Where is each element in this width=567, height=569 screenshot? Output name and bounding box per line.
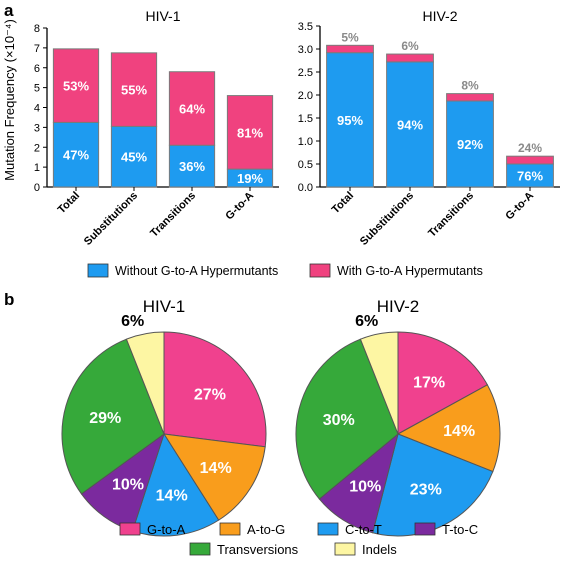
hiv1-data-label-without: 36% bbox=[179, 159, 205, 174]
hiv2-pie-title: HIV-2 bbox=[377, 297, 420, 316]
legend-b-label: G-to-A bbox=[147, 522, 186, 537]
y-axis-label-hiv1: Mutation Frequency (×10⁻⁴) bbox=[2, 19, 17, 181]
hiv2-data-label-without: 76% bbox=[517, 169, 543, 184]
hiv2-pie-slice-transversions bbox=[295, 338, 399, 500]
hiv1-ytick-label: 2 bbox=[34, 142, 40, 154]
hiv2-xtick-label: Total bbox=[330, 190, 356, 216]
hiv2-pie-slice-label: 14% bbox=[443, 423, 475, 440]
hiv2-ytick-label: 1.5 bbox=[298, 113, 313, 125]
hiv2-ytick-label: 3.0 bbox=[298, 44, 313, 56]
hiv1-data-label-with: 55% bbox=[121, 83, 147, 98]
hiv2-pie-slice-a-to-g bbox=[396, 384, 501, 473]
hiv2-pie-slice-c-to-t bbox=[372, 433, 494, 537]
hiv2-ytick-label: 0.0 bbox=[298, 182, 313, 194]
hiv2-bar-with bbox=[326, 44, 374, 54]
hiv2-data-label-with: 5% bbox=[341, 30, 359, 44]
hiv2-data-label-without: 94% bbox=[397, 117, 423, 132]
hiv2-bar-without bbox=[326, 52, 374, 188]
hiv2-bar-with bbox=[506, 155, 554, 165]
legend-b-swatch bbox=[334, 542, 356, 556]
hiv1-bar-without bbox=[52, 121, 100, 188]
hiv1-data-label-without: 45% bbox=[121, 150, 147, 165]
hiv1-bar-without bbox=[168, 144, 216, 188]
legend-b-label: Indels bbox=[362, 542, 397, 557]
legend-a-swatch bbox=[87, 263, 109, 278]
hiv1-xtick-label: Total bbox=[56, 190, 82, 216]
hiv1-pie-slice-label: 14% bbox=[156, 488, 188, 505]
hiv2-pie-slice-label: 10% bbox=[349, 479, 381, 496]
hiv1-ytick-label: 1 bbox=[34, 162, 40, 174]
panel-label-a: a bbox=[4, 1, 14, 20]
hiv2-ytick-label: 2.5 bbox=[298, 67, 313, 79]
hiv1-pie-title: HIV-1 bbox=[143, 297, 186, 316]
hiv1-pie-slice-label: 10% bbox=[112, 477, 144, 494]
hiv2-ytick-label: 2.0 bbox=[298, 90, 313, 102]
panel-label-b: b bbox=[4, 290, 14, 309]
hiv1-xtick-label: Transitions bbox=[148, 190, 198, 240]
legend-a-swatch bbox=[309, 263, 331, 278]
legend-b-swatch bbox=[189, 542, 211, 556]
hiv2-data-label-without: 92% bbox=[457, 137, 483, 152]
hiv2-data-label-with: 24% bbox=[518, 141, 542, 155]
hiv1-pie-slice-label: 27% bbox=[194, 387, 226, 404]
hiv1-title: HIV-1 bbox=[145, 8, 180, 24]
hiv2-pie-slice-label: 17% bbox=[413, 374, 445, 391]
hiv2-bar-with bbox=[446, 93, 494, 102]
hiv1-pie-slice-a-to-g bbox=[163, 433, 266, 521]
hiv1-bar-with bbox=[52, 48, 100, 123]
hiv2-ytick-label: 3.5 bbox=[298, 21, 313, 33]
hiv2-xtick-label: G-to-A bbox=[503, 190, 536, 223]
hiv2-ytick-label: 0.5 bbox=[298, 159, 313, 171]
hiv2-data-label-with: 8% bbox=[461, 79, 479, 93]
hiv2-data-label-without: 95% bbox=[337, 113, 363, 128]
hiv1-ytick-label: 5 bbox=[34, 83, 40, 95]
hiv1-ytick-label: 6 bbox=[34, 63, 40, 75]
hiv1-pie-slice-label: 14% bbox=[200, 460, 232, 477]
hiv2-xtick-label: Transitions bbox=[426, 190, 476, 240]
legend-b-swatch bbox=[219, 522, 241, 536]
hiv1-pie-slice-label: 6% bbox=[121, 313, 144, 330]
legend-b-label: A-to-G bbox=[247, 522, 285, 537]
hiv1-pie-slice-label: 29% bbox=[89, 410, 121, 427]
hiv2-xtick-label: Substitutions bbox=[358, 190, 416, 248]
hiv2-data-label-with: 6% bbox=[401, 39, 419, 53]
hiv1-xtick-label: G-to-A bbox=[223, 190, 256, 223]
hiv1-ytick-label: 0 bbox=[34, 182, 40, 194]
hiv1-pie-slice-indels bbox=[125, 331, 165, 435]
legend-b-label: C-to-T bbox=[345, 522, 382, 537]
legend-a-label: Without G-to-A Hypermutants bbox=[115, 264, 278, 278]
hiv1-ytick-label: 7 bbox=[34, 43, 40, 55]
hiv1-bar-with bbox=[226, 95, 274, 170]
hiv1-xtick-label: Substitutions bbox=[82, 190, 140, 248]
legend-b-swatch bbox=[414, 522, 436, 536]
hiv2-ytick-label: 1.0 bbox=[298, 136, 313, 148]
legend-b-label: Transversions bbox=[217, 542, 299, 557]
hiv1-data-label-with: 53% bbox=[63, 79, 89, 94]
hiv1-ytick-label: 4 bbox=[34, 103, 40, 115]
hiv1-data-label-without: 19% bbox=[237, 171, 263, 186]
legend-b-label: T-to-C bbox=[442, 522, 478, 537]
hiv1-ytick-label: 8 bbox=[34, 23, 40, 35]
hiv2-title: HIV-2 bbox=[422, 8, 457, 24]
legend-a-label: With G-to-A Hypermutants bbox=[337, 264, 483, 278]
legend-b-swatch bbox=[317, 522, 339, 536]
hiv1-data-label-with: 81% bbox=[237, 125, 263, 140]
hiv1-ytick-label: 3 bbox=[34, 122, 40, 134]
hiv2-pie-slice-label: 30% bbox=[323, 412, 355, 429]
hiv1-bar-with bbox=[110, 52, 158, 127]
hiv2-bar-with bbox=[386, 53, 434, 63]
hiv1-data-label-with: 64% bbox=[179, 101, 205, 116]
hiv2-pie-slice-g-to-a bbox=[397, 331, 489, 435]
hiv2-pie-slice-indels bbox=[359, 331, 399, 435]
legend-b-swatch bbox=[119, 522, 141, 536]
hiv1-bar-with bbox=[168, 71, 216, 146]
hiv1-pie-slice-g-to-a bbox=[163, 331, 267, 448]
hiv2-bar-without bbox=[446, 100, 494, 188]
hiv2-pie-slice-label: 23% bbox=[410, 482, 442, 499]
hiv1-pie-slice-transversions bbox=[61, 338, 165, 495]
hiv1-data-label-without: 47% bbox=[63, 148, 89, 163]
hiv2-bar-without bbox=[386, 61, 434, 188]
hiv2-pie-slice-label: 6% bbox=[355, 313, 378, 330]
